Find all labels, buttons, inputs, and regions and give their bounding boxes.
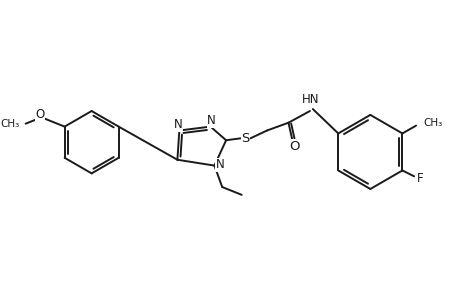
- Text: CH₃: CH₃: [0, 119, 20, 129]
- Text: N: N: [207, 114, 215, 127]
- Text: CH₃: CH₃: [423, 118, 442, 128]
- Text: F: F: [416, 172, 422, 185]
- Text: S: S: [241, 132, 249, 145]
- Text: HN: HN: [302, 93, 319, 106]
- Text: N: N: [174, 118, 182, 131]
- Text: O: O: [35, 108, 45, 122]
- Text: O: O: [288, 140, 299, 153]
- Text: N: N: [215, 158, 224, 171]
